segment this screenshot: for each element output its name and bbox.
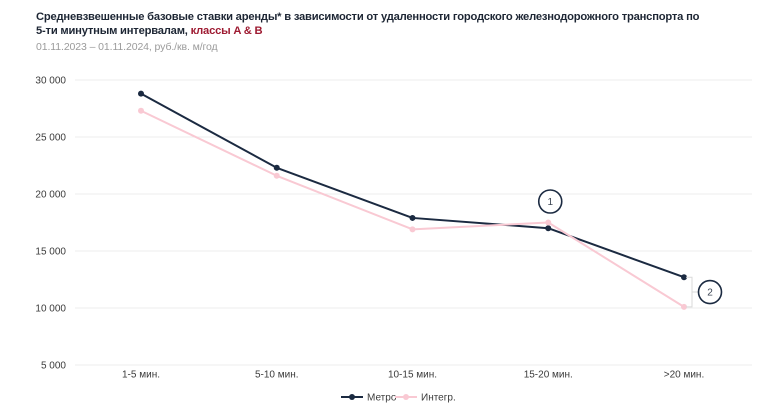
series-metro	[138, 90, 687, 281]
annotation-circle-1	[537, 189, 563, 214]
annotation-1: 1	[537, 189, 563, 214]
y-axis-tick-label: 15 000	[35, 247, 66, 258]
title-line2: 5-ти минутным интервалам,	[36, 25, 191, 37]
chart-subtitle: 01.11.2023 – 01.11.2024, руб./кв. м/год	[36, 41, 218, 53]
annotation-circle-2	[697, 279, 723, 305]
chart-title: Средневзвешенные базовые ставки аренды* …	[36, 10, 772, 38]
y-axis-tick-label: 5 000	[41, 361, 66, 372]
integr-point-4	[681, 303, 687, 310]
series-integr	[138, 107, 687, 310]
y-axis-tick-label: 10 000	[35, 304, 66, 315]
integr-line	[140, 109, 685, 308]
legend: Метро Интегр.	[341, 393, 456, 404]
gap-bracket	[686, 276, 698, 308]
y-axis-tick-label: 25 000	[35, 133, 66, 144]
x-axis-tick-label: >20 мин.	[664, 370, 705, 381]
x-axis-labels: 1-5 мин. 5-10 мин. 10-15 мин. 15-20 мин. >20…	[122, 370, 704, 381]
chart-header: Средневзвешенные базовые ставки аренды* …	[36, 10, 772, 53]
metro-legend-label: Метро	[367, 393, 397, 404]
integr-point-0	[138, 107, 144, 114]
integr-legend-marker	[403, 394, 409, 400]
legend-item-integr: Интегр.	[395, 393, 456, 404]
y-axis-tick-label: 30 000	[35, 76, 66, 87]
x-axis-tick-label: 15-20 мин.	[524, 370, 573, 381]
y-axis-tick-label: 20 000	[35, 190, 66, 201]
title-line1: Средневзвешенные базовые ставки аренды* …	[36, 11, 700, 23]
metro-point-1	[273, 164, 280, 171]
metro-legend-marker	[349, 394, 355, 400]
metro-point-0	[138, 90, 144, 97]
annotation-number-1: 1	[547, 197, 553, 208]
integr-point-3	[545, 219, 552, 226]
title-class-highlight: классы A & B	[190, 25, 263, 37]
metro-point-4	[681, 274, 687, 281]
x-axis-tick-label: 1-5 мин.	[122, 370, 160, 381]
annotation-number-2: 2	[707, 288, 713, 299]
legend-item-metro: Метро	[341, 393, 397, 404]
annotation-2: 2	[686, 276, 723, 308]
x-axis-tick-label: 10-15 мин.	[388, 370, 437, 381]
x-axis-tick-label: 5-10 мин.	[255, 370, 299, 381]
metro-line	[140, 92, 685, 279]
integr-point-1	[273, 172, 280, 179]
y-gridlines: 5 000 10 000 15 000 20 000 25 000 30 000	[35, 76, 752, 372]
integr-legend-label: Интегр.	[421, 393, 456, 404]
metro-point-2	[409, 214, 416, 221]
integr-point-2	[409, 226, 416, 233]
metro-point-3	[545, 225, 552, 232]
